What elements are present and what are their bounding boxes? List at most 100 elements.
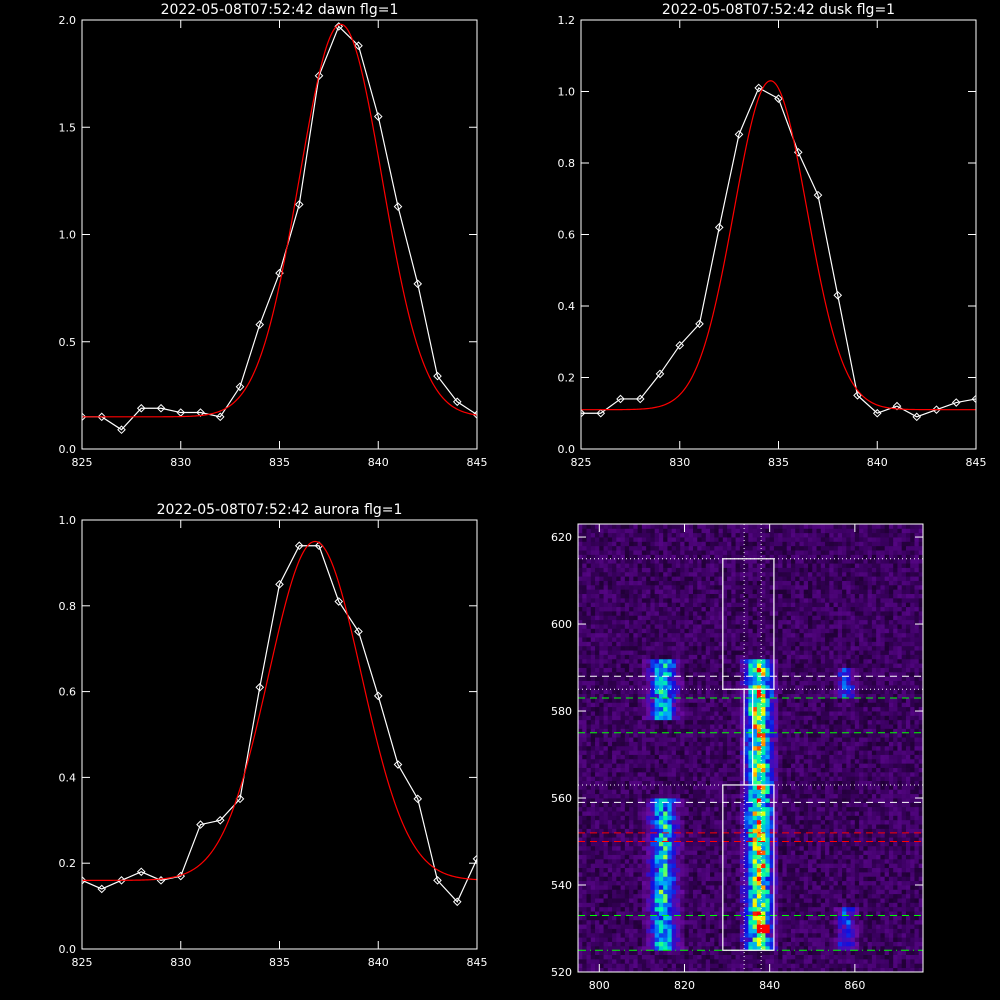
heatmap-cell [701, 850, 707, 855]
heatmap-cell [586, 745, 592, 751]
heatmap-cell [820, 793, 826, 799]
heatmap-cell [790, 850, 796, 855]
heatmap-cell [697, 841, 702, 847]
heatmap-cell [765, 854, 771, 860]
heatmap-cell [688, 724, 694, 729]
heatmap-cell [910, 737, 915, 742]
heatmap-cell [684, 967, 690, 973]
heatmap-cell [871, 798, 877, 803]
heatmap-cell [756, 885, 762, 890]
heatmap-cell [769, 928, 775, 934]
heatmap-cell [867, 867, 873, 873]
heatmap-cell [663, 815, 668, 821]
heatmap-cell [752, 811, 758, 816]
heatmap-cell [680, 728, 685, 734]
heatmap-cell [850, 937, 856, 942]
heatmap-cell [816, 858, 822, 864]
heatmap-cell [714, 906, 719, 912]
heatmap-cell [735, 924, 741, 929]
heatmap-cell [773, 902, 779, 908]
heatmap-cell [808, 958, 813, 964]
heatmap-cell [893, 780, 898, 786]
heatmap-cell [799, 958, 805, 964]
data-point [892, 401, 902, 411]
heatmap-cell [901, 754, 907, 760]
heatmap-cell [641, 711, 647, 716]
heatmap-cell [701, 911, 707, 916]
heatmap-cell [769, 837, 775, 842]
data-point [675, 341, 685, 350]
heatmap-cell [859, 754, 864, 760]
heatmap-cell [901, 841, 907, 847]
heatmap-cell [710, 815, 715, 821]
heatmap-cell [850, 867, 856, 873]
heatmap-cell [590, 902, 596, 908]
heatmap-cell [846, 811, 851, 816]
heatmap-cell [778, 719, 783, 725]
heatmap-cell [871, 850, 877, 855]
heatmap-cell [880, 811, 886, 816]
heatmap-cell [808, 937, 813, 942]
heatmap-cell [871, 845, 877, 851]
heatmap-cell [582, 789, 587, 795]
heatmap-cell [607, 963, 613, 969]
heatmap-cell [795, 776, 800, 782]
heatmap-cell [680, 811, 685, 816]
x-tick-label: 830 [170, 456, 191, 469]
heatmap-cell [739, 854, 745, 860]
heatmap-cell [871, 967, 877, 973]
heatmap-cell [850, 784, 856, 790]
data-point [136, 867, 146, 877]
heatmap-cell [756, 902, 762, 908]
heatmap-cell [731, 837, 736, 842]
heatmap-cell [684, 858, 690, 864]
heatmap-cell [914, 767, 920, 773]
heatmap-cell [825, 715, 830, 721]
heatmap-cell [910, 811, 915, 816]
heatmap-cell [893, 737, 898, 742]
heatmap-cell [790, 902, 796, 908]
heatmap-cell [595, 776, 600, 782]
heatmap-cell [650, 728, 656, 734]
heatmap-cell [778, 941, 783, 947]
heatmap-cell [748, 898, 754, 903]
heatmap-cell [582, 937, 587, 942]
heatmap-cell [803, 885, 809, 890]
heatmap-cell [752, 945, 758, 951]
heatmap-cell [820, 763, 826, 768]
heatmap-cell [799, 924, 805, 929]
heatmap-cell [918, 763, 924, 768]
heatmap-cell [710, 919, 715, 925]
data-point [452, 397, 462, 407]
heatmap-cell [790, 789, 796, 795]
heatmap-cell [778, 732, 783, 738]
heatmap-cell [880, 828, 886, 834]
heatmap-cell [871, 758, 877, 764]
heatmap-cell [739, 845, 745, 851]
heatmap-cell [731, 741, 736, 747]
heatmap-cell [782, 767, 788, 773]
heatmap-cell [612, 793, 617, 799]
heatmap-cell [871, 924, 877, 929]
heatmap-cell [893, 889, 898, 895]
heatmap-cell [697, 724, 702, 729]
heatmap-cell [582, 728, 587, 734]
heatmap-cell [624, 858, 630, 864]
heatmap-cell [748, 880, 754, 886]
heatmap-cell [688, 811, 694, 816]
heatmap-cell [808, 767, 813, 773]
heatmap-cell [837, 854, 843, 860]
heatmap-cell [705, 919, 711, 925]
data-point [833, 290, 843, 300]
heatmap-cell [888, 754, 894, 760]
heatmap-cell [582, 850, 587, 855]
heatmap-cell [782, 863, 788, 869]
heatmap-cell [829, 954, 834, 960]
heatmap-cell [871, 937, 877, 942]
heatmap-cell [675, 880, 681, 886]
heatmap-cell [616, 758, 621, 764]
heatmap-cell [761, 784, 766, 790]
heatmap-cell [893, 763, 898, 768]
heatmap-cell [607, 737, 613, 742]
heatmap-cell [761, 880, 766, 886]
